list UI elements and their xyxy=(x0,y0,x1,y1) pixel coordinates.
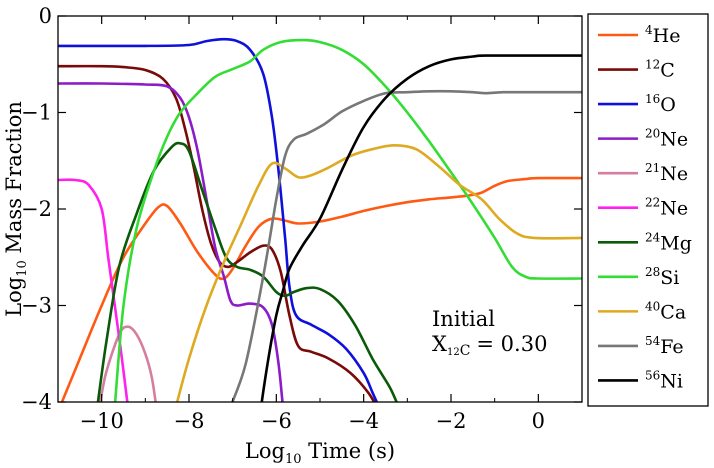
legend-label: 21Ne xyxy=(645,161,688,185)
y-tick-label: −4 xyxy=(21,390,52,414)
series-line-24mg xyxy=(96,141,398,402)
legend-item: 4He xyxy=(598,23,680,47)
series-line-21ne xyxy=(99,325,157,402)
legend-item: 54Fe xyxy=(598,334,684,358)
series-layer xyxy=(58,37,582,402)
x-tick-label: −8 xyxy=(174,409,205,433)
legend-label: 20Ne xyxy=(645,127,688,151)
series-line-40ca xyxy=(175,144,582,402)
y-tick-label: 0 xyxy=(39,4,52,28)
x-tick-label: −10 xyxy=(80,409,124,433)
x-tick-label: −4 xyxy=(348,409,379,433)
legend-label: 28Si xyxy=(645,265,679,289)
series-line-20ne xyxy=(58,82,284,402)
annotation-line2: X12C = 0.30 xyxy=(432,332,547,359)
legend-item: 28Si xyxy=(598,265,679,289)
legend-item: 22Ne xyxy=(598,196,688,220)
series-line-56ni xyxy=(260,54,582,402)
series-line-4he xyxy=(60,176,582,402)
legend-item: 24Mg xyxy=(598,230,692,254)
legend-item: 20Ne xyxy=(598,127,688,151)
annotation-line1: Initial xyxy=(432,307,495,331)
legend-label: 40Ca xyxy=(645,299,686,323)
series-line-28si xyxy=(113,38,582,402)
legend-label: 24Mg xyxy=(645,230,692,254)
x-tick-label: −2 xyxy=(436,409,467,433)
y-tick-label: −3 xyxy=(21,294,52,318)
y-tick-label: −1 xyxy=(21,101,52,125)
legend-item: 21Ne xyxy=(598,161,688,185)
annotation: Initial X12C = 0.30 xyxy=(432,307,547,359)
legend-item: 56Ni xyxy=(598,368,683,392)
legend-item: 12C xyxy=(598,58,675,82)
y-axis-title: Log10 Mass Fraction xyxy=(2,101,30,317)
series-line-22ne xyxy=(58,178,129,402)
x-tick-label: −6 xyxy=(261,409,292,433)
legend-label: 56Ni xyxy=(645,368,683,392)
legend-label: 54Fe xyxy=(645,334,684,358)
series-line-54fe xyxy=(230,89,582,402)
x-tick-label: 0 xyxy=(532,409,545,433)
y-tick-label: −2 xyxy=(21,197,52,221)
series-line-16o xyxy=(58,37,379,402)
legend: 4He 12C 16O 20Ne 21Ne 22Ne 24Mg 28Si 40Ca 54Fe 56N… xyxy=(598,23,692,392)
legend-label: 4He xyxy=(645,23,680,47)
ticks-layer: −10 −8 −6 −4 −2 0 0 −1 −2 −3 −4 xyxy=(21,4,583,433)
legend-label: 12C xyxy=(645,58,675,82)
x-axis-title: Log10 Time (s) xyxy=(245,439,395,467)
legend-item: 40Ca xyxy=(598,299,686,323)
legend-frame xyxy=(587,13,709,407)
legend-item: 16O xyxy=(598,92,676,116)
legend-label: 16O xyxy=(645,92,676,116)
legend-label: 22Ne xyxy=(645,196,688,220)
